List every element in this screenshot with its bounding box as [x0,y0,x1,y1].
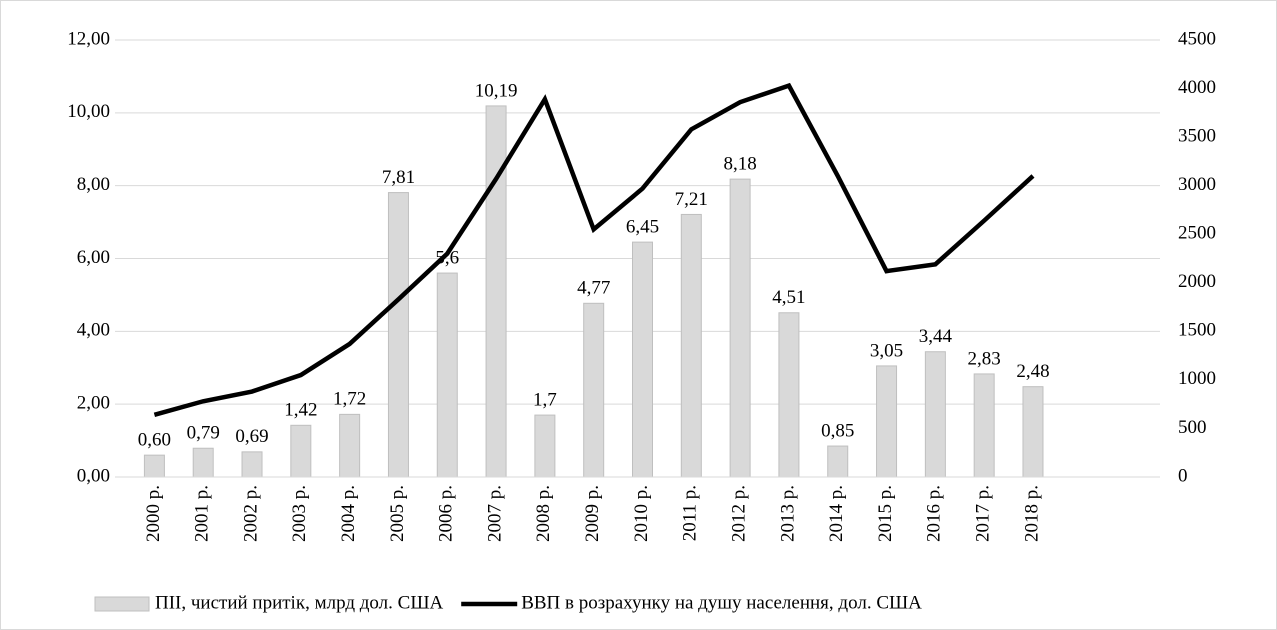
data-label: 3,05 [870,340,903,361]
y-tick-label: 12,00 [67,28,110,49]
bar [876,365,898,478]
data-label: 10,19 [475,80,518,101]
data-label: 0,69 [235,426,268,447]
data-label: 1,42 [284,400,317,421]
legend-label: ВВП в розрахунку на душу населення, дол.… [521,592,922,613]
data-label: 2,48 [1016,361,1049,382]
y2-tick-label: 3500 [1178,125,1216,146]
x-tick-label: 2015 р. [875,485,896,542]
bar [827,445,849,478]
y2-tick-label: 3000 [1178,174,1216,195]
x-tick-label: 2000 р. [143,485,164,542]
x-tick-label: 2001 р. [192,485,213,542]
x-tick-label: 2014 р. [826,485,847,542]
y2-tick-label: 500 [1178,417,1207,438]
x-tick-label: 2008 р. [533,485,554,542]
x-tick-label: 2006 р. [436,485,457,542]
x-tick-label: 2002 р. [240,485,261,542]
legend-swatch [94,596,150,612]
y2-tick-label: 2500 [1178,223,1216,244]
legend-label: ПІІ, чистий притік, млрд дол. США [155,592,443,613]
bar [387,192,409,478]
line [153,82,1035,418]
data-label: 3,44 [919,326,953,347]
bar [290,424,312,478]
data-label: 2,83 [968,348,1001,369]
y2-tick-label: 0 [1178,465,1188,486]
bar [143,454,165,478]
x-tick-label: 2011 р. [680,485,701,541]
y-tick-label: 0,00 [77,465,110,486]
data-label: 4,51 [772,287,805,308]
x-tick-label: 2007 р. [484,485,505,542]
data-label: 5,6 [435,247,459,268]
data-label: 1,72 [333,389,366,410]
bar [632,241,653,478]
bar [1022,386,1044,478]
x-tick-label: 2013 р. [777,485,798,542]
y2-tick-label: 1000 [1178,368,1216,389]
bar [680,213,702,478]
x-tick-label: 2012 р. [728,485,749,542]
y2-tick-label: 2000 [1178,271,1216,292]
data-label: 1,7 [533,389,557,410]
bar [534,414,556,478]
data-label: 4,77 [577,278,610,299]
data-label: 0,60 [138,430,171,451]
x-tick-label: 2017 р. [973,485,994,542]
y2-tick-label: 4500 [1178,28,1216,49]
data-label: 7,21 [675,189,708,210]
bar [485,105,507,478]
bar [339,413,361,478]
bar [778,312,800,478]
y2-tick-label: 1500 [1178,320,1216,341]
y-tick-label: 4,00 [77,320,110,341]
x-tick-label: 2005 р. [387,485,408,542]
bar [924,351,946,478]
bar [241,451,263,478]
bar [192,447,214,478]
y-tick-label: 6,00 [77,247,110,268]
bar [436,272,458,478]
bar [583,302,605,478]
x-tick-label: 2018 р. [1021,485,1042,542]
data-label: 8,18 [723,153,756,174]
x-tick-label: 2004 р. [338,485,359,542]
y-tick-label: 2,00 [77,393,110,414]
y-tick-label: 10,00 [67,101,110,122]
data-label: 7,81 [382,167,415,188]
y-tick-label: 8,00 [77,174,110,195]
x-tick-label: 2003 р. [289,485,310,542]
x-tick-label: 2010 р. [631,485,652,542]
y2-tick-label: 4000 [1178,77,1216,98]
x-tick-label: 2009 р. [582,485,603,542]
data-label: 6,45 [626,216,659,237]
data-label: 0,79 [187,423,220,444]
data-label: 0,85 [821,420,854,441]
x-tick-label: 2016 р. [924,485,945,542]
bar [729,178,751,478]
bar [973,373,995,478]
